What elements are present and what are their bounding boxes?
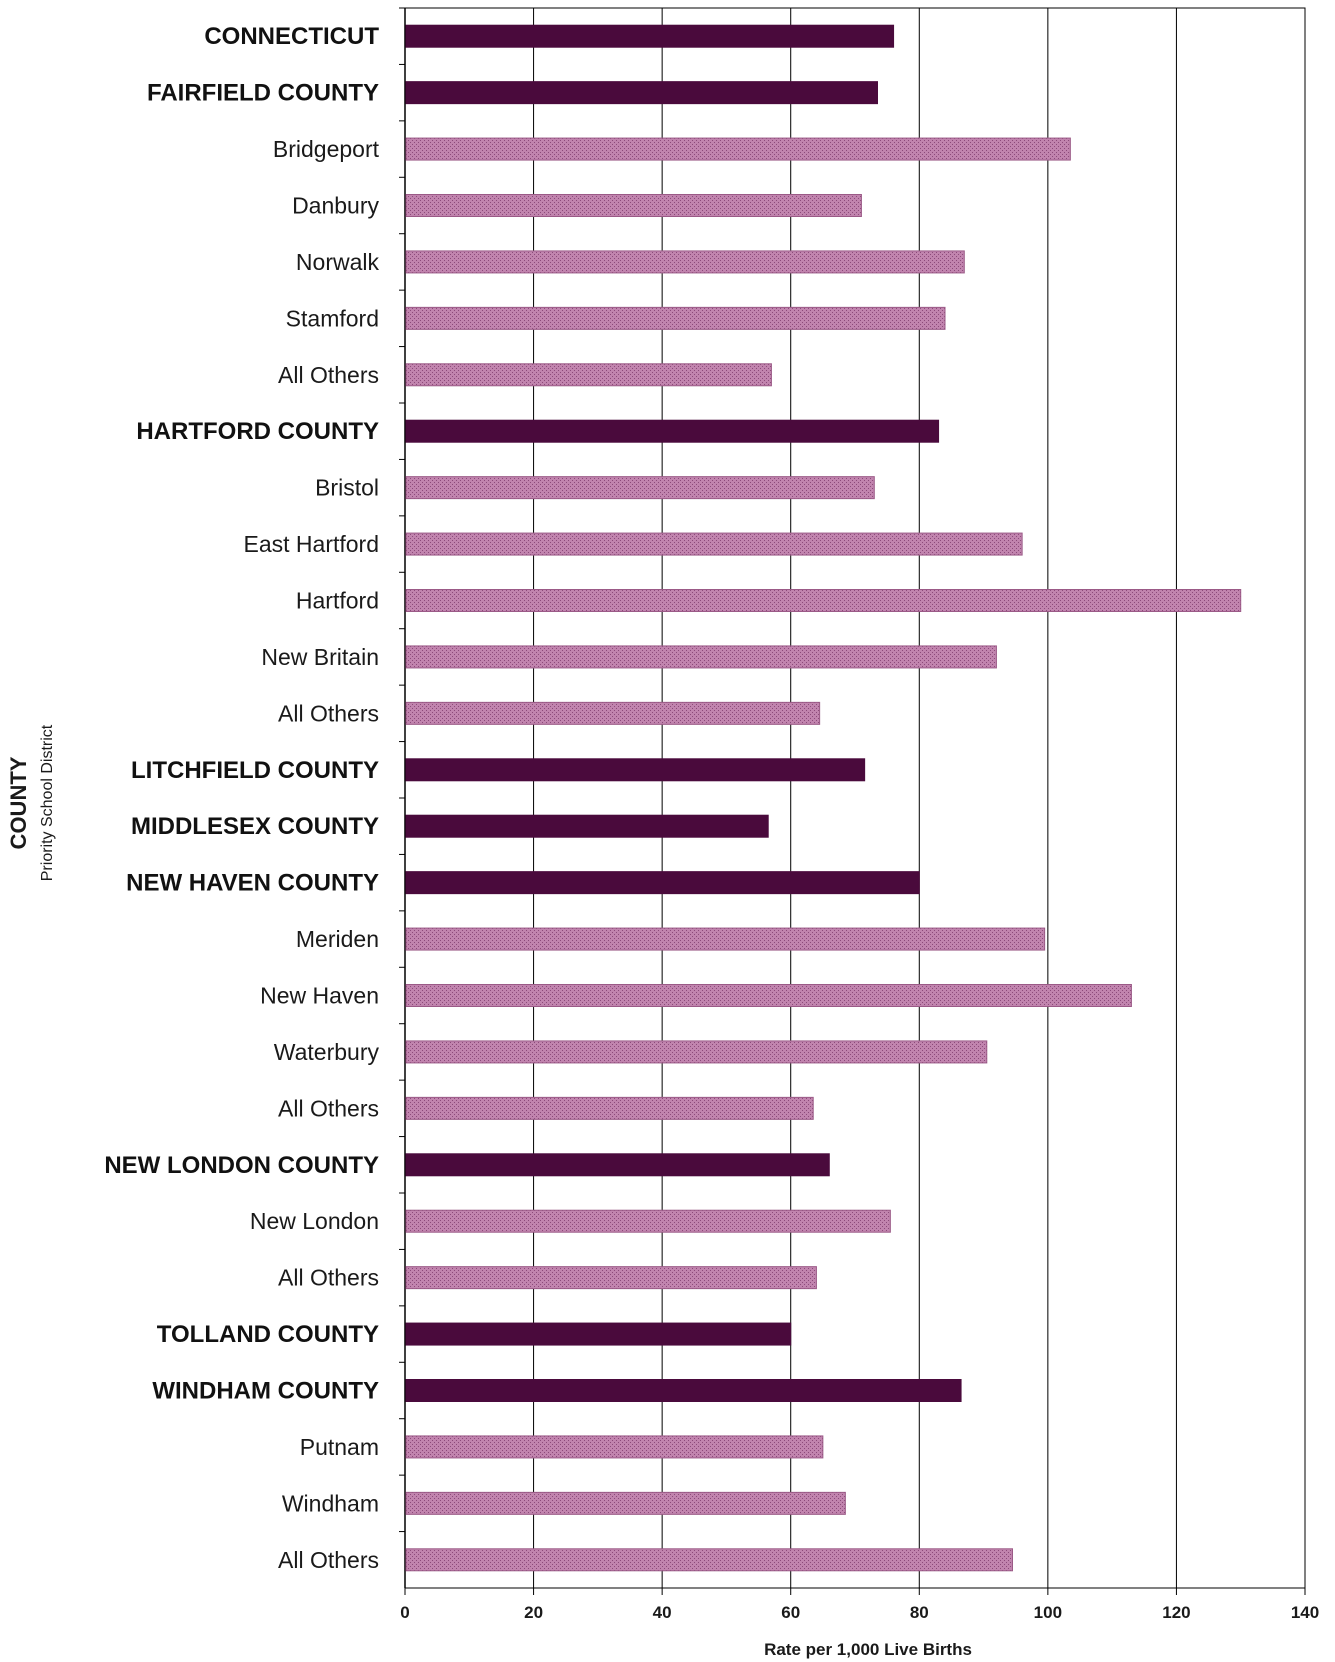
district-bar	[405, 476, 875, 500]
district-bar	[405, 1209, 891, 1233]
category-label: Windham	[282, 1490, 379, 1516]
county-bar	[405, 1153, 830, 1177]
district-bar	[405, 701, 821, 725]
category-label: New London	[250, 1208, 379, 1234]
district-bar	[405, 306, 946, 330]
category-label: Waterbury	[274, 1039, 380, 1065]
county-bar	[405, 871, 920, 895]
category-label: All Others	[278, 1265, 379, 1291]
category-label: Stamford	[286, 305, 379, 331]
county-bar	[405, 419, 940, 443]
county-bar	[405, 24, 895, 48]
category-label: FAIRFIELD COUNTY	[147, 80, 379, 107]
district-bar	[405, 1435, 824, 1459]
category-label: New Haven	[260, 983, 379, 1009]
category-label: LITCHFIELD COUNTY	[131, 757, 379, 784]
category-label: Bristol	[315, 475, 379, 501]
district-bar	[405, 1491, 846, 1515]
category-label: TOLLAND COUNTY	[157, 1321, 379, 1348]
category-label: All Others	[278, 1547, 379, 1573]
category-label: WINDHAM COUNTY	[152, 1378, 379, 1405]
x-tick-label: 140	[1291, 1603, 1319, 1622]
county-bar	[405, 1322, 792, 1346]
category-label: All Others	[278, 1095, 379, 1121]
county-bar	[405, 814, 769, 838]
x-tick-label: 100	[1034, 1603, 1062, 1622]
x-tick-label: 0	[400, 1603, 409, 1622]
x-tick-label: 40	[653, 1603, 672, 1622]
x-tick-label: 60	[781, 1603, 800, 1622]
category-labels: CONNECTICUT FAIRFIELD COUNTY Bridgeport Dan…	[104, 7, 405, 1573]
district-bar	[405, 1040, 988, 1064]
district-bar	[405, 1096, 814, 1120]
category-label: MIDDLESEX COUNTY	[131, 813, 379, 840]
x-tick-label: 20	[524, 1603, 543, 1622]
county-bar	[405, 1379, 962, 1402]
district-bar	[405, 589, 1242, 612]
district-bar	[405, 927, 1046, 951]
x-axis-title: Rate per 1,000 Live Births	[764, 1640, 972, 1659]
category-label: New Britain	[261, 644, 379, 670]
district-bar	[405, 532, 1023, 556]
district-bar	[405, 194, 862, 217]
district-bar	[405, 645, 997, 669]
x-tick-label: 80	[910, 1603, 929, 1622]
x-tick-label: 120	[1162, 1603, 1190, 1622]
category-label: Bridgeport	[273, 136, 380, 162]
category-label: All Others	[278, 362, 379, 388]
county-bar	[405, 758, 866, 782]
category-label: All Others	[278, 700, 379, 726]
category-label: NEW LONDON COUNTY	[104, 1152, 379, 1179]
y-axis-title: COUNTY Priority School District	[6, 724, 56, 881]
district-bar	[405, 250, 965, 274]
county-bar	[405, 81, 878, 105]
category-label: Meriden	[296, 926, 379, 952]
district-bar	[405, 1548, 1013, 1572]
y-axis-title-main: COUNTY	[6, 756, 31, 849]
x-axis-ticks: 0 20 40 60 80 100 120 140	[400, 1588, 1319, 1622]
district-bar	[405, 984, 1132, 1007]
category-label: Norwalk	[296, 249, 380, 275]
district-bar	[405, 1266, 817, 1290]
category-label: Danbury	[292, 193, 379, 219]
category-label: HARTFORD COUNTY	[136, 418, 379, 445]
category-label: NEW HAVEN COUNTY	[126, 870, 379, 897]
category-label: CONNECTICUT	[204, 23, 379, 50]
category-label: Hartford	[296, 588, 379, 614]
district-bar	[405, 137, 1071, 161]
plot-area	[404, 7, 1306, 1589]
district-bar	[405, 363, 772, 387]
category-label: Putnam	[300, 1434, 379, 1460]
y-axis-title-sub: Priority School District	[39, 724, 56, 881]
category-label: East Hartford	[244, 531, 380, 557]
bars	[405, 24, 1242, 1572]
